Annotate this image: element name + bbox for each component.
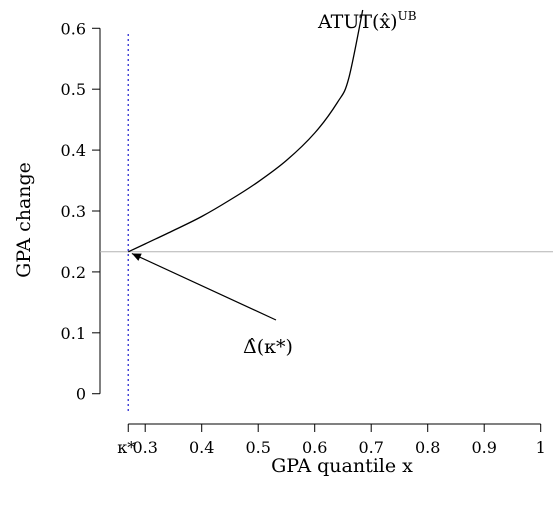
x-tick-label: 0.7 [358,438,383,457]
annotation-arrow-head [131,253,142,261]
point-label: Δ̂(κ*) [243,336,293,358]
y-tick-label: 0.5 [61,80,86,99]
x-tick-label: 0.4 [189,438,214,457]
y-tick-label: 0.6 [61,19,86,38]
x-tick-label-kappa: κ* [117,438,135,457]
y-tick-label: 0.4 [61,141,86,160]
x-tick-label: 1 [536,438,546,457]
x-tick-label: 0.9 [471,438,496,457]
curve-label: ATUT(x̂)UB [317,9,417,33]
axes: 00.10.20.30.40.50.6κ*0.3 0.4 0.5 0.6 0.7 0.8 0… [61,19,546,457]
x-tick-label: 0.5 [245,438,270,457]
marks: ATUT(x̂)UB Δ̂(κ*) [100,9,553,412]
y-axis-title: GPA change [13,162,35,278]
y-tick-label: 0.1 [61,324,86,343]
y-tick-label: 0 [76,385,86,404]
x-tick-label: 0.8 [415,438,440,457]
y-tick-label: 0.3 [61,202,86,221]
x-tick-label: 0.3 [132,438,157,457]
annotation-arrow-line [131,252,277,321]
series-line-atut-ub [128,9,364,253]
y-tick-label: 0.2 [61,263,86,282]
x-axis-title: GPA quantile x [271,455,413,477]
x-tick-label: 0.6 [302,438,327,457]
